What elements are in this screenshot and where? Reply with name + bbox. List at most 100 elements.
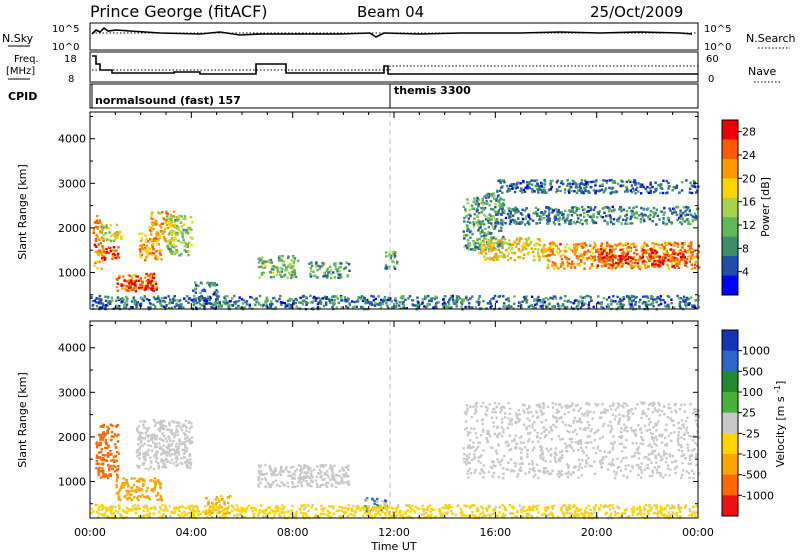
power-cell bbox=[95, 221, 98, 224]
power-cell bbox=[619, 256, 622, 259]
power-cell bbox=[298, 301, 301, 304]
vel-cell bbox=[310, 470, 313, 473]
power-cell bbox=[532, 179, 535, 182]
power-cell bbox=[568, 247, 571, 250]
vel-cell bbox=[168, 450, 171, 453]
vel-cell bbox=[573, 416, 577, 420]
power-cell bbox=[619, 205, 622, 209]
power-cell bbox=[489, 302, 492, 305]
vel-cell bbox=[342, 469, 345, 472]
power-cell bbox=[296, 259, 300, 262]
power-cell bbox=[386, 299, 389, 302]
vel-cell bbox=[324, 464, 327, 467]
power-cell bbox=[649, 213, 652, 217]
power-cell bbox=[681, 217, 685, 220]
vel-cell bbox=[647, 407, 650, 411]
vel-cell bbox=[516, 475, 519, 478]
power-cell bbox=[309, 275, 313, 278]
power-cell bbox=[488, 241, 491, 244]
power-cell bbox=[93, 221, 97, 224]
power-cell bbox=[577, 264, 580, 267]
vel-cell bbox=[138, 457, 141, 460]
vel-cell bbox=[146, 429, 149, 432]
power-cell bbox=[585, 185, 588, 189]
vel-cell bbox=[666, 467, 670, 470]
power-cell bbox=[627, 260, 631, 263]
power-cell bbox=[147, 247, 150, 250]
vel-cell bbox=[560, 406, 563, 409]
vel-cell bbox=[500, 417, 504, 421]
power-cell bbox=[98, 260, 101, 263]
vel-cell bbox=[485, 437, 488, 440]
power-cell bbox=[92, 228, 95, 231]
power-cell bbox=[679, 221, 682, 224]
power-cell bbox=[184, 299, 188, 302]
power-cell bbox=[600, 258, 603, 261]
power-cell bbox=[522, 188, 526, 192]
vel-cell bbox=[577, 409, 580, 412]
power-cell bbox=[539, 299, 542, 302]
vel-cell bbox=[621, 450, 624, 453]
power-cell bbox=[679, 212, 683, 215]
power-cell bbox=[579, 259, 583, 262]
power-cell bbox=[185, 228, 188, 232]
power-cell bbox=[520, 245, 524, 248]
power-cell bbox=[484, 258, 487, 261]
power-cell bbox=[385, 255, 388, 258]
power-cell bbox=[568, 209, 571, 212]
vel-cell bbox=[112, 435, 115, 438]
vel-cell bbox=[100, 436, 103, 439]
power-cell bbox=[670, 253, 673, 257]
power-cell bbox=[261, 266, 264, 269]
vel-cell bbox=[95, 459, 98, 463]
vel-cell bbox=[482, 449, 485, 452]
power-cell bbox=[676, 218, 679, 222]
power-cell bbox=[421, 301, 424, 304]
power-cell bbox=[583, 267, 586, 270]
power-cell bbox=[559, 255, 563, 258]
power-cell bbox=[241, 306, 244, 309]
power-cell bbox=[485, 234, 488, 237]
power-cell bbox=[539, 188, 542, 191]
power-cell bbox=[564, 295, 567, 298]
vel-cell bbox=[589, 441, 593, 444]
power-cell bbox=[655, 251, 659, 254]
vel-cell bbox=[259, 473, 262, 476]
power-cell bbox=[539, 239, 542, 243]
power-cell bbox=[511, 218, 514, 222]
vel-cell bbox=[540, 446, 544, 449]
power-cell bbox=[668, 257, 672, 260]
power-cell bbox=[315, 297, 318, 300]
power-cell bbox=[509, 210, 512, 214]
power-cell bbox=[150, 217, 154, 220]
power-cell bbox=[616, 302, 619, 306]
vel-cell bbox=[175, 455, 178, 458]
power-cell bbox=[171, 239, 174, 242]
vel-cell bbox=[282, 470, 285, 473]
vel-cell bbox=[106, 453, 109, 457]
power-cell bbox=[643, 241, 646, 244]
power-cell bbox=[690, 263, 693, 266]
vel-cell bbox=[321, 478, 324, 481]
power-cell bbox=[647, 207, 650, 210]
vel-cell bbox=[506, 426, 509, 430]
power-cell bbox=[582, 208, 585, 212]
power-cell bbox=[170, 222, 173, 226]
power-cell bbox=[679, 214, 682, 217]
vel-cell bbox=[304, 476, 308, 479]
power-cell bbox=[629, 189, 632, 192]
power-cell bbox=[161, 300, 164, 303]
power-cell bbox=[629, 217, 632, 221]
power-cell bbox=[676, 205, 679, 209]
vel-cell bbox=[116, 475, 119, 479]
power-cell bbox=[151, 245, 154, 249]
power-cell bbox=[688, 260, 691, 263]
power-colorbar-tick-label: 8 bbox=[742, 242, 749, 255]
power-cell bbox=[624, 222, 627, 225]
power-cell bbox=[310, 269, 313, 273]
power-cell bbox=[411, 298, 414, 302]
power-cell bbox=[241, 302, 245, 305]
power-cell bbox=[691, 215, 694, 218]
power-cell bbox=[328, 265, 332, 269]
